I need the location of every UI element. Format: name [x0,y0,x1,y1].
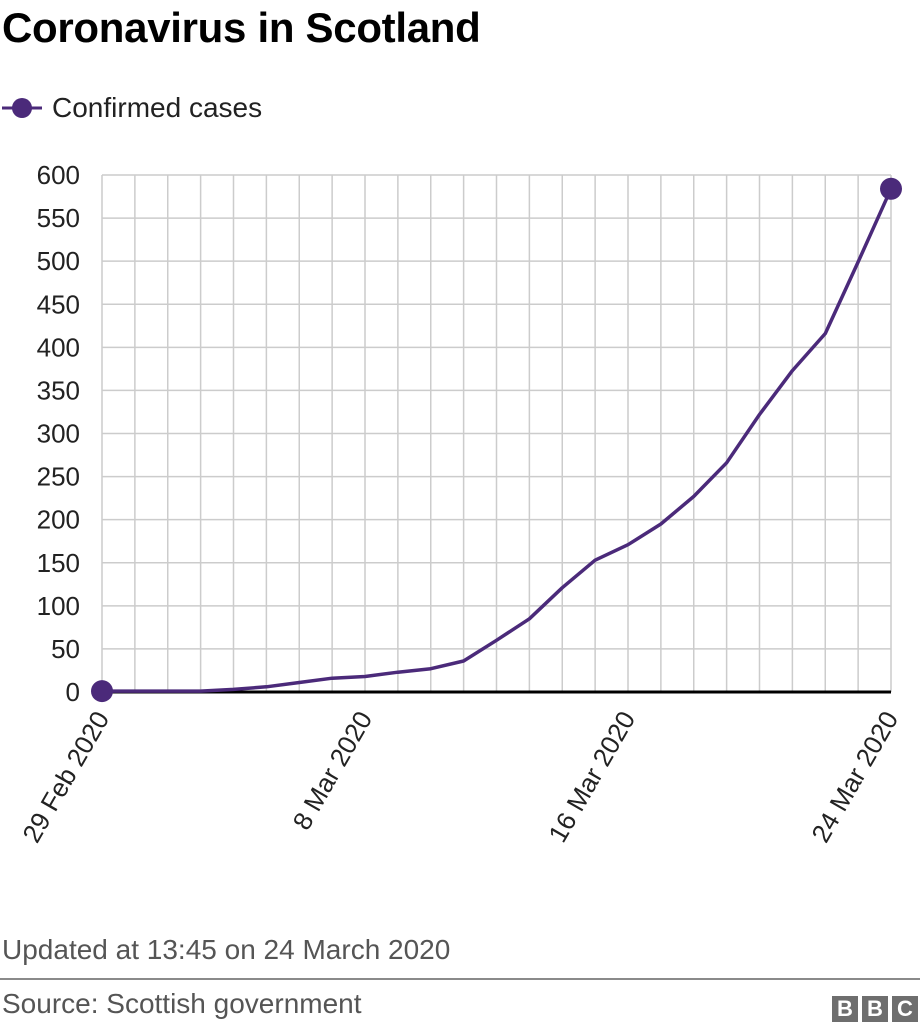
legend: Confirmed cases [2,88,262,128]
y-tick-label: 50 [51,634,80,664]
source-note: Source: Scottish government [2,988,362,1019]
series-line-confirmed-cases [100,187,893,693]
y-tick-label: 400 [37,332,80,362]
x-tick-label: 8 Mar 2020 [286,706,378,835]
y-tick-label: 0 [66,677,80,707]
bbc-logo-letter: B [862,996,888,1022]
y-tick-label: 150 [37,548,80,578]
data-point-marker [880,177,902,200]
y-tick-label: 250 [37,462,80,492]
y-tick-label: 100 [37,591,80,621]
x-tick-label: 29 Feb 2020 [16,706,115,847]
x-tick-label: 16 Mar 2020 [542,706,641,847]
data-point-marker [91,680,113,703]
legend-label-confirmed-cases: Confirmed cases [52,92,263,123]
bbc-logo: B B C [832,996,918,1022]
legend-swatch-confirmed-cases [2,98,42,118]
updated-note: Updated at 13:45 on 24 March 2020 [2,934,451,965]
y-tick-label: 200 [37,505,80,535]
bbc-logo-letter: C [892,996,918,1022]
y-tick-label: 500 [37,246,80,276]
y-tick-label: 600 [37,160,80,190]
y-tick-label: 350 [37,375,80,405]
line-chart: 0 50 100 150 200 250 300 350 400 450 500 550 600 29 F… [16,160,904,847]
x-tick-label: 24 Mar 2020 [805,706,904,847]
y-tick-label: 300 [37,419,80,449]
y-tick-label: 450 [37,289,80,319]
bbc-logo-letter: B [832,996,858,1022]
chart-title: Coronavirus in Scotland [2,4,481,51]
footer-divider [0,978,920,980]
y-tick-label: 550 [37,203,80,233]
